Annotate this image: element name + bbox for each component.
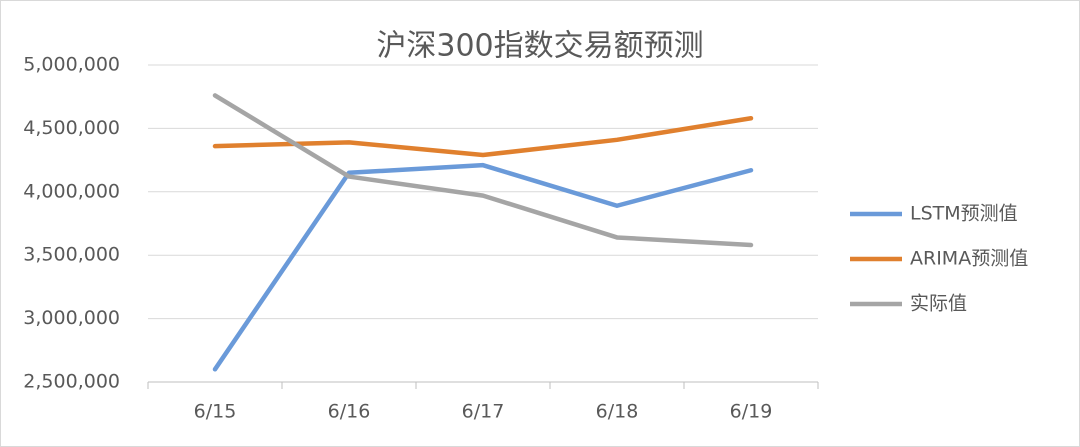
y-tick-label: 4,000,000 — [23, 180, 120, 202]
chart-title: 沪深300指数交易额预测 — [376, 29, 703, 64]
x-tick-label: 6/16 — [328, 401, 371, 423]
x-tick-label: 6/18 — [596, 401, 639, 423]
y-tick-label: 5,000,000 — [23, 54, 120, 76]
series-line — [212, 93, 754, 248]
legend-label: 实际值 — [910, 293, 967, 315]
x-tick-label: 6/17 — [462, 401, 505, 423]
legend-label: LSTM预测值 — [910, 203, 1018, 225]
x-tick-label: 6/19 — [730, 401, 773, 423]
series-line — [212, 162, 754, 372]
y-tick-label: 3,000,000 — [23, 307, 120, 329]
x-tick-label: 6/15 — [194, 401, 237, 423]
y-tick-label: 2,500,000 — [23, 371, 120, 393]
legend-label: ARIMA预测值 — [910, 248, 1028, 270]
y-tick-label: 4,500,000 — [23, 117, 120, 139]
series-line — [212, 116, 754, 158]
y-tick-label: 3,500,000 — [23, 244, 120, 266]
